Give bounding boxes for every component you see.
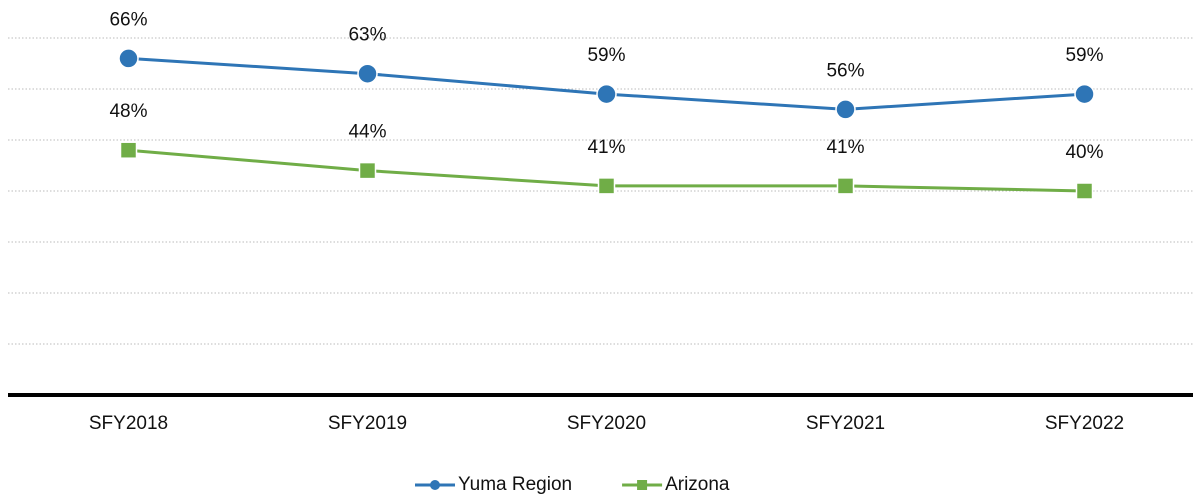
x-tick-label: SFY2021 xyxy=(806,413,885,434)
data-point xyxy=(119,141,138,159)
data-label: 41% xyxy=(826,137,864,158)
data-label: 66% xyxy=(109,9,147,30)
data-point xyxy=(836,177,855,195)
x-tick-label: SFY2018 xyxy=(89,413,168,434)
data-point xyxy=(1075,182,1094,200)
x-tick-label: SFY2020 xyxy=(567,413,646,434)
data-label: 59% xyxy=(587,45,625,66)
data-label: 44% xyxy=(348,122,386,143)
legend-marker xyxy=(637,480,648,490)
legend-label: Arizona xyxy=(665,474,730,495)
data-point xyxy=(835,99,856,120)
x-tick-label: SFY2022 xyxy=(1045,413,1124,434)
data-point xyxy=(596,83,617,105)
legend-label: Yuma Region xyxy=(458,474,572,495)
data-point xyxy=(118,48,139,69)
legend-marker xyxy=(430,480,440,490)
data-point xyxy=(597,177,616,195)
data-label: 56% xyxy=(826,60,864,81)
x-tick-label: SFY2019 xyxy=(328,413,407,434)
data-point xyxy=(357,63,378,84)
data-label: 59% xyxy=(1065,45,1103,66)
data-label: 41% xyxy=(587,137,625,158)
data-label: 48% xyxy=(109,101,147,122)
data-point xyxy=(358,161,377,180)
data-label: 63% xyxy=(348,25,386,46)
data-point xyxy=(1074,83,1095,105)
data-label: 40% xyxy=(1065,142,1103,163)
